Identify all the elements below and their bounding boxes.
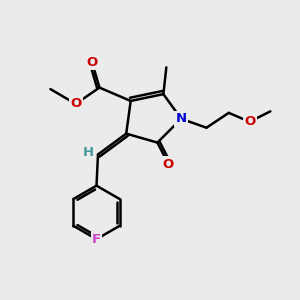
Text: O: O xyxy=(86,56,98,69)
Text: F: F xyxy=(92,233,101,246)
Text: O: O xyxy=(70,98,81,110)
Text: F: F xyxy=(92,233,101,246)
Text: H: H xyxy=(83,146,94,160)
Text: O: O xyxy=(86,56,98,69)
Text: O: O xyxy=(163,158,174,171)
Text: N: N xyxy=(176,112,187,125)
Text: H: H xyxy=(83,146,94,160)
Text: O: O xyxy=(244,115,255,128)
Text: O: O xyxy=(244,115,255,128)
Text: O: O xyxy=(163,158,174,171)
Text: N: N xyxy=(176,112,187,125)
Text: O: O xyxy=(70,98,81,110)
